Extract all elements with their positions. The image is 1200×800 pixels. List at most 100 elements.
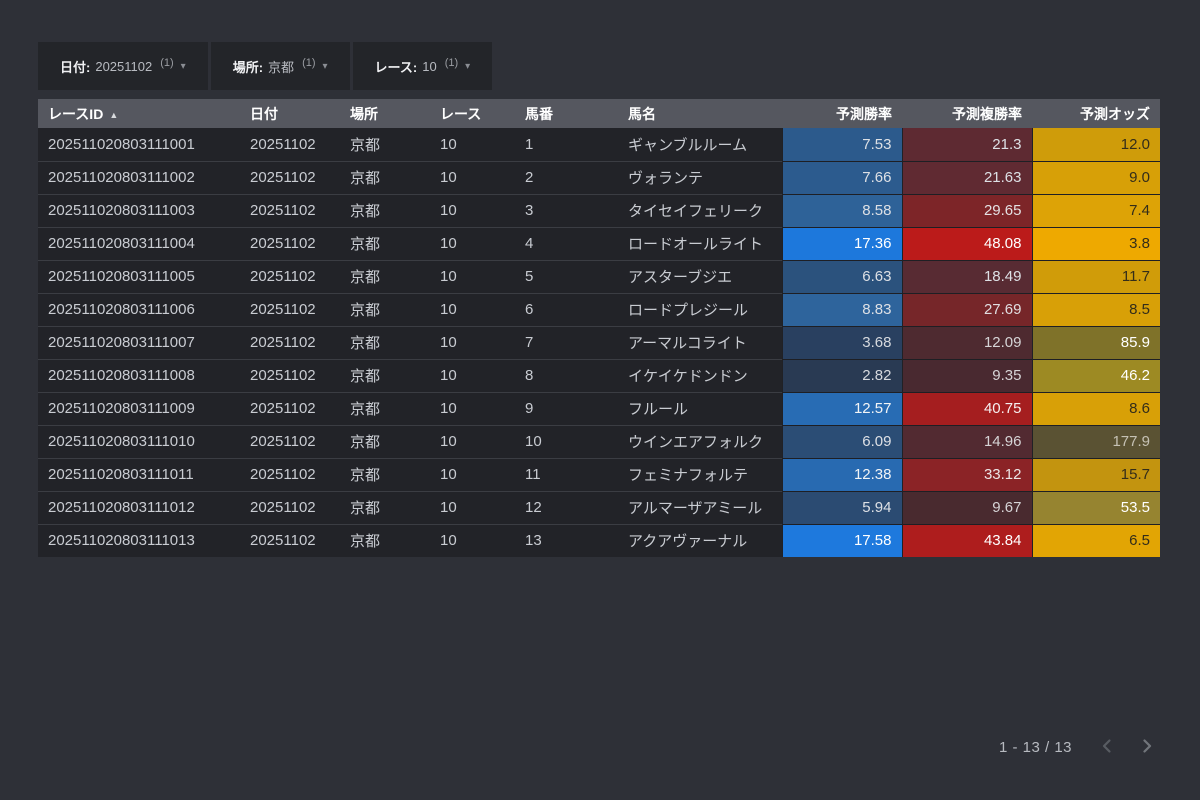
table-body: 202511020803111001 20251102 京都 10 1 ギャンブルルーム 7…: [38, 128, 1160, 557]
table-row: 202511020803111003 20251102 京都 10 3 タイセイフェリーク…: [38, 193, 1160, 227]
horse-no-cell: 3: [515, 193, 618, 227]
place-rate-heatmap-cell: 43.84: [901, 523, 1032, 557]
place-rate-heatmap-cell: 9.35: [901, 358, 1032, 392]
filter-count-badge: (1): [302, 57, 316, 69]
column-header-horse_no[interactable]: 馬番: [515, 99, 618, 128]
race-cell: 10: [430, 358, 515, 392]
caret-down-icon: ▾: [322, 60, 328, 72]
filter-label: 場所:: [232, 59, 264, 75]
place-rate-heatmap-cell: 48.08: [901, 226, 1032, 260]
chevron-left-icon: [1098, 737, 1116, 758]
race-id-cell: 202511020803111012: [38, 490, 240, 524]
place-rate-heatmap-cell: 29.65: [901, 193, 1032, 227]
column-header-label: 馬名: [628, 105, 656, 122]
column-header-date[interactable]: 日付: [240, 99, 340, 128]
column-header-label: レースID: [48, 105, 104, 122]
column-header-label: 予測勝率: [836, 105, 892, 122]
column-header-label: 馬番: [525, 105, 553, 122]
place-rate-heatmap-cell: 27.69: [901, 292, 1032, 326]
odds-heatmap-cell: 6.5: [1031, 523, 1160, 557]
place-cell: 京都: [340, 160, 430, 194]
horse-no-cell: 13: [515, 523, 618, 557]
table-row: 202511020803111001 20251102 京都 10 1 ギャンブルルーム 7…: [38, 128, 1160, 161]
place-rate-heatmap-cell: 18.49: [901, 259, 1032, 293]
filter-dropdown-2[interactable]: レース: 10 (1) ▾: [352, 42, 493, 90]
place-cell: 京都: [340, 325, 430, 359]
date-cell: 20251102: [240, 226, 340, 260]
filter-count-badge: (1): [444, 57, 459, 69]
table-row: 202511020803111009 20251102 京都 10 9 フルール 12.57…: [38, 391, 1160, 425]
win-heatmap-cell: 17.58: [781, 523, 902, 557]
odds-heatmap-cell: 85.9: [1031, 325, 1160, 359]
race-id-cell: 202511020803111006: [38, 292, 240, 326]
date-cell: 20251102: [240, 490, 340, 524]
place-cell: 京都: [340, 259, 430, 293]
column-header-place_rate[interactable]: 予測複勝率: [902, 99, 1032, 128]
column-header-place[interactable]: 場所: [340, 99, 430, 128]
filter-label: レース:: [374, 59, 418, 75]
table-header: レースID ▲ 日付 場所 レース 馬番 馬名 予測勝率 予測複勝率 予測オッズ: [38, 99, 1160, 128]
race-cell: 10: [430, 457, 515, 491]
table-row: 202511020803111010 20251102 京都 10 10 ウインエアフォル…: [38, 424, 1160, 458]
horse-name-cell: アクアヴァーナル: [618, 523, 782, 557]
horse-name-cell: ロードプレジール: [618, 292, 782, 326]
previous-page-button[interactable]: [1094, 733, 1120, 762]
filter-dropdown-0[interactable]: 日付: 20251102 (1) ▾: [38, 42, 208, 90]
win-heatmap-cell: 2.82: [781, 358, 902, 392]
date-cell: 20251102: [240, 391, 340, 425]
win-heatmap-cell: 3.68: [781, 325, 902, 359]
date-cell: 20251102: [240, 160, 340, 194]
race-cell: 10: [430, 490, 515, 524]
column-header-odds[interactable]: 予測オッズ: [1032, 99, 1160, 128]
table-row: 202511020803111012 20251102 京都 10 12 アルマーザアミー…: [38, 490, 1160, 524]
odds-heatmap-cell: 53.5: [1031, 490, 1160, 524]
date-cell: 20251102: [240, 128, 340, 161]
caret-down-icon: ▾: [180, 60, 186, 72]
win-heatmap-cell: 17.36: [781, 226, 902, 260]
horse-no-cell: 12: [515, 490, 618, 524]
race-cell: 10: [430, 391, 515, 425]
column-header-label: レース: [440, 105, 482, 122]
race-id-cell: 202511020803111001: [38, 128, 240, 161]
table-header-row: レースID ▲ 日付 場所 レース 馬番 馬名 予測勝率 予測複勝率 予測オッズ: [38, 99, 1160, 128]
win-heatmap-cell: 7.66: [781, 160, 902, 194]
horse-no-cell: 6: [515, 292, 618, 326]
horse-name-cell: ギャンブルルーム: [618, 128, 782, 161]
odds-heatmap-cell: 46.2: [1031, 358, 1160, 392]
filter-dropdown-1[interactable]: 場所: 京都 (1) ▾: [210, 42, 350, 90]
horse-no-cell: 10: [515, 424, 618, 458]
filter-count-badge: (1): [160, 57, 174, 69]
column-header-race_id[interactable]: レースID ▲: [38, 99, 240, 128]
win-heatmap-cell: 8.83: [781, 292, 902, 326]
race-cell: 10: [430, 292, 515, 326]
race-id-cell: 202511020803111008: [38, 358, 240, 392]
horse-no-cell: 2: [515, 160, 618, 194]
date-cell: 20251102: [240, 523, 340, 557]
horse-name-cell: フルール: [618, 391, 782, 425]
column-header-label: 場所: [350, 105, 378, 122]
table-row: 202511020803111006 20251102 京都 10 6 ロードプレジール 8…: [38, 292, 1160, 326]
chevron-right-icon: [1138, 737, 1156, 758]
horse-name-cell: タイセイフェリーク: [618, 193, 782, 227]
column-header-win[interactable]: 予測勝率: [782, 99, 902, 128]
table-row: 202511020803111002 20251102 京都 10 2 ヴォランテ 7.66…: [38, 160, 1160, 194]
filter-label: 日付:: [60, 59, 91, 75]
column-header-label: 日付: [250, 105, 278, 122]
odds-heatmap-cell: 7.4: [1031, 193, 1160, 227]
horse-name-cell: アルマーザアミール: [618, 490, 782, 524]
horse-name-cell: イケイケドンドン: [618, 358, 782, 392]
race-cell: 10: [430, 325, 515, 359]
race-id-cell: 202511020803111011: [38, 457, 240, 491]
filter-value: 20251102: [95, 58, 153, 74]
column-header-race[interactable]: レース: [430, 99, 515, 128]
odds-heatmap-cell: 11.7: [1031, 259, 1160, 293]
prediction-table: レースID ▲ 日付 場所 レース 馬番 馬名 予測勝率 予測複勝率 予測オッズ 20251102…: [38, 99, 1160, 557]
race-cell: 10: [430, 128, 515, 161]
date-cell: 20251102: [240, 358, 340, 392]
odds-heatmap-cell: 8.5: [1031, 292, 1160, 326]
next-page-button[interactable]: [1134, 733, 1160, 762]
place-cell: 京都: [340, 226, 430, 260]
odds-heatmap-cell: 9.0: [1031, 160, 1160, 194]
race-cell: 10: [430, 523, 515, 557]
column-header-horse_name[interactable]: 馬名: [618, 99, 782, 128]
